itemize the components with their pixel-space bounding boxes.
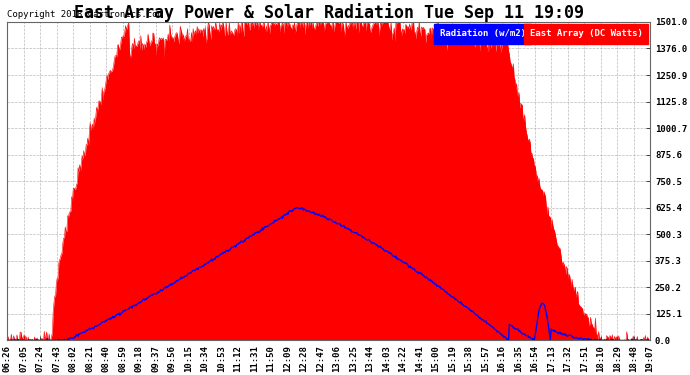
Text: Copyright 2018 Cartronics.com: Copyright 2018 Cartronics.com: [8, 10, 163, 19]
Legend: Radiation (w/m2), East Array (DC Watts): Radiation (w/m2), East Array (DC Watts): [435, 27, 646, 41]
Title: East Array Power & Solar Radiation Tue Sep 11 19:09: East Array Power & Solar Radiation Tue S…: [74, 3, 584, 22]
